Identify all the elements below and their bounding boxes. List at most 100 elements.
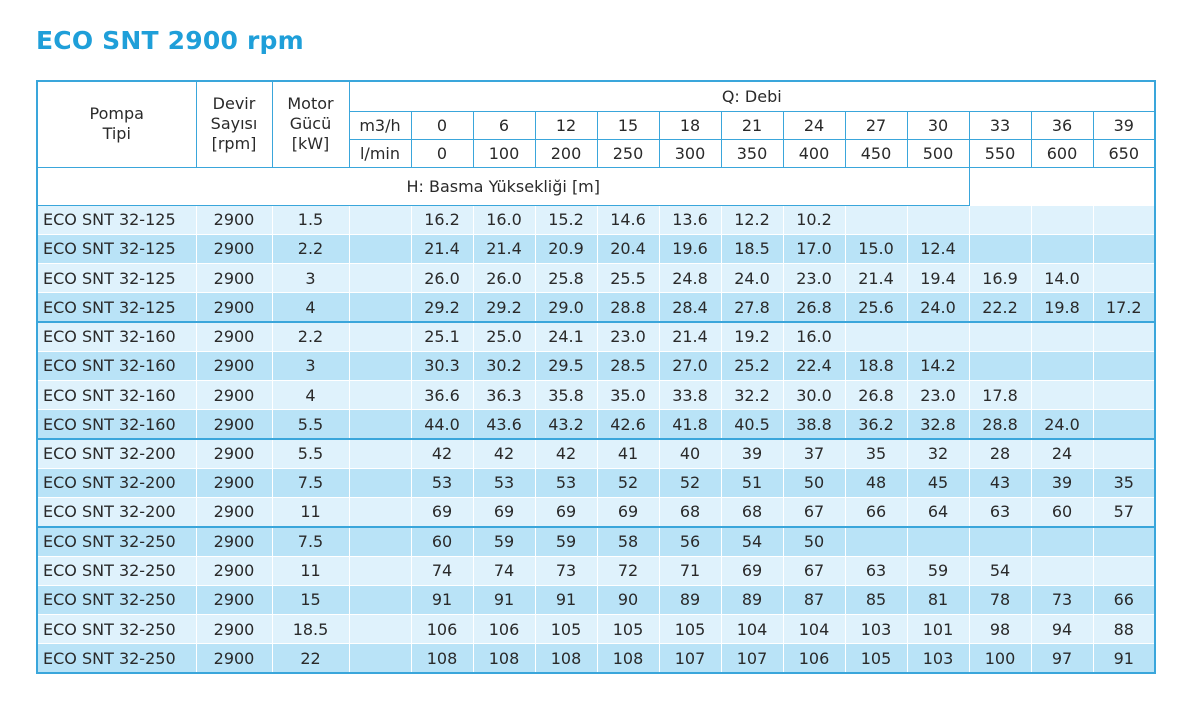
kw-cell: 5.5 — [271, 409, 350, 440]
head-value-cell: 42 — [472, 437, 536, 469]
flow-m3h-cell: 6 — [472, 110, 536, 140]
head-value-cell — [906, 525, 970, 557]
head-value-cell: 26.0 — [472, 262, 536, 294]
head-value-cell — [1030, 350, 1094, 382]
pump-type-cell: ECO SNT 32-250 — [36, 525, 197, 557]
head-value-cell: 25.2 — [720, 350, 784, 382]
table-row: ECO SNT 32-125 2900 1.5 16.2 16.0 15.2 14.6 13.… — [36, 204, 1156, 235]
kw-cell: 3 — [271, 350, 350, 382]
head-value-cell: 12.4 — [906, 233, 970, 265]
rpm-cell: 2900 — [195, 467, 273, 499]
head-value-cell: 56 — [658, 525, 722, 557]
head-value-cell: 14.0 — [1030, 262, 1094, 294]
head-value-cell — [1092, 555, 1156, 586]
motor-header: Motor Gücü [kW] — [271, 80, 350, 168]
empty-unit-cell — [348, 262, 412, 294]
head-value-cell: 17.0 — [782, 233, 846, 265]
flow-m3h-cell: 15 — [596, 110, 660, 140]
table-row: ECO SNT 32-125 2900 3 26.0 26.0 25.8 25.5 24.8 2… — [36, 262, 1156, 294]
head-value-cell: 48 — [844, 467, 908, 499]
rpm-cell: 2900 — [195, 555, 273, 586]
empty-unit-cell — [348, 467, 412, 499]
flow-lmin-cell: 200 — [534, 138, 598, 168]
pump-type-cell: ECO SNT 32-250 — [36, 584, 197, 616]
head-value-cell: 53 — [472, 467, 536, 499]
rpm-cell: 2900 — [195, 613, 273, 645]
head-value-cell: 30.0 — [782, 379, 846, 411]
rpm-cell: 2900 — [195, 379, 273, 411]
rpm-cell: 2900 — [195, 409, 273, 440]
head-value-cell: 67 — [782, 555, 846, 586]
head-value-cell — [1030, 555, 1094, 586]
empty-unit-cell — [348, 320, 412, 352]
head-value-cell: 108 — [534, 643, 598, 674]
table-row: ECO SNT 32-160 2900 2.2 25.1 25.0 24.1 23.0 21.… — [36, 320, 1156, 352]
head-value-cell: 72 — [596, 555, 660, 586]
empty-unit-cell — [348, 350, 412, 382]
rpm-cell: 2900 — [195, 496, 273, 528]
head-value-cell: 15.2 — [534, 204, 598, 235]
head-value-cell: 105 — [844, 643, 908, 674]
head-value-cell: 22.2 — [968, 292, 1032, 323]
head-value-cell: 32.2 — [720, 379, 784, 411]
head-value-cell: 106 — [782, 643, 846, 674]
head-value-cell: 74 — [410, 555, 474, 586]
devir-unit: [rpm] — [211, 134, 257, 154]
head-value-cell: 25.5 — [596, 262, 660, 294]
kw-cell: 2.2 — [271, 233, 350, 265]
table-row: ECO SNT 32-160 2900 5.5 44.0 43.6 43.2 42.6 41.… — [36, 409, 1156, 440]
head-value-cell: 35.0 — [596, 379, 660, 411]
pump-type-cell: ECO SNT 32-160 — [36, 409, 197, 440]
head-value-cell: 36.6 — [410, 379, 474, 411]
head-value-cell: 29.2 — [410, 292, 474, 323]
head-value-cell: 30.2 — [472, 350, 536, 382]
table-row: ECO SNT 32-125 2900 4 29.2 29.2 29.0 28.8 28.4 2… — [36, 292, 1156, 323]
rpm-cell: 2900 — [195, 320, 273, 352]
head-value-cell: 91 — [534, 584, 598, 616]
head-value-cell — [1092, 379, 1156, 411]
flow-lmin-cell: 350 — [720, 138, 784, 168]
head-value-cell: 106 — [472, 613, 536, 645]
head-value-cell: 43.6 — [472, 409, 536, 440]
head-value-cell: 103 — [906, 643, 970, 674]
head-value-cell: 40.5 — [720, 409, 784, 440]
head-value-cell: 21.4 — [844, 262, 908, 294]
head-value-cell: 73 — [534, 555, 598, 586]
kw-cell: 1.5 — [271, 204, 350, 235]
head-value-cell: 17.8 — [968, 379, 1032, 411]
head-value-cell: 91 — [410, 584, 474, 616]
kw-cell: 7.5 — [271, 467, 350, 499]
head-value-cell: 16.0 — [782, 320, 846, 352]
head-value-cell: 69 — [534, 496, 598, 528]
q-debi-header: Q: Debi — [348, 80, 1156, 112]
head-value-cell — [968, 350, 1032, 382]
head-value-cell: 68 — [720, 496, 784, 528]
head-value-cell: 22.4 — [782, 350, 846, 382]
rpm-cell: 2900 — [195, 350, 273, 382]
head-value-cell: 17.2 — [1092, 292, 1156, 323]
head-value-cell: 89 — [658, 584, 722, 616]
pump-type-cell: ECO SNT 32-125 — [36, 233, 197, 265]
head-value-cell: 45 — [906, 467, 970, 499]
flow-m3h-cell: 12 — [534, 110, 598, 140]
table-row: ECO SNT 32-200 2900 7.5 53 53 53 52 52 51 50 48 45 4… — [36, 467, 1156, 499]
head-value-cell: 24.0 — [720, 262, 784, 294]
pump-type-cell: ECO SNT 32-125 — [36, 204, 197, 235]
head-value-cell: 40 — [658, 437, 722, 469]
head-value-cell: 38.8 — [782, 409, 846, 440]
flow-lmin-cell: 400 — [782, 138, 846, 168]
head-value-cell: 25.1 — [410, 320, 474, 352]
devir-line1: Devir — [212, 94, 256, 114]
head-value-cell — [1092, 262, 1156, 294]
head-value-cell: 71 — [658, 555, 722, 586]
head-value-cell: 16.2 — [410, 204, 474, 235]
head-value-cell: 28.8 — [596, 292, 660, 323]
unit-lmin-label: l/min — [348, 138, 412, 168]
head-value-cell: 69 — [410, 496, 474, 528]
flow-lmin-cell: 500 — [906, 138, 970, 168]
head-value-cell: 107 — [658, 643, 722, 674]
head-value-cell: 29.2 — [472, 292, 536, 323]
rpm-cell: 2900 — [195, 437, 273, 469]
head-value-cell — [906, 204, 970, 235]
pump-type-cell: ECO SNT 32-250 — [36, 613, 197, 645]
